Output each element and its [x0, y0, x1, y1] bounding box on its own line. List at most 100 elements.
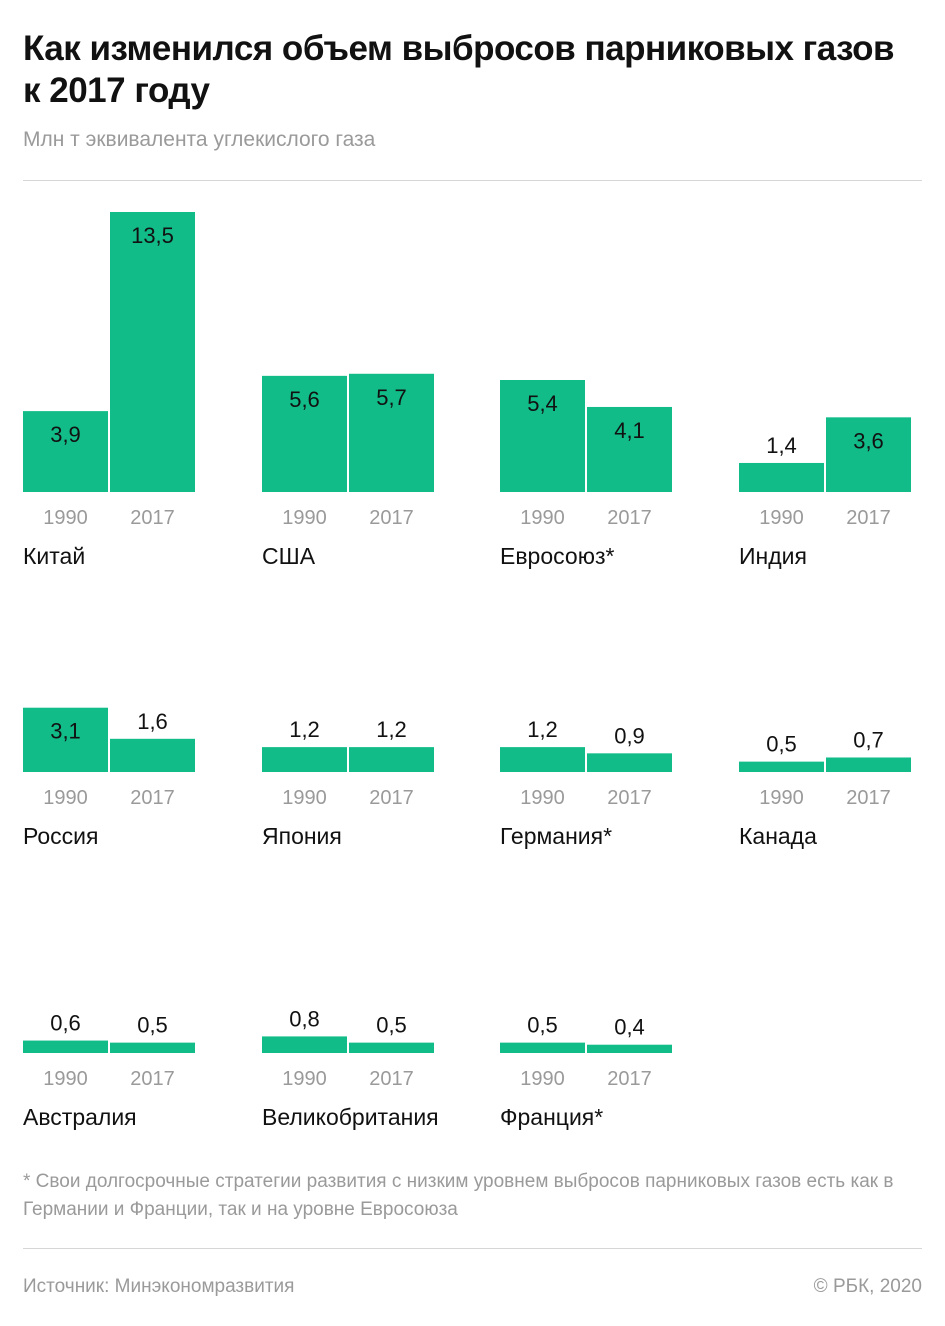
footnote: * Свои долгосрочные стратегии развития с…	[23, 1171, 894, 1220]
year-tick-label: 2017	[369, 1068, 414, 1090]
country-label: Австралия	[23, 1104, 137, 1130]
year-tick-label: 1990	[759, 787, 804, 809]
data-label: 0,5	[766, 732, 797, 757]
bar	[500, 380, 585, 492]
data-label: 0,5	[376, 1013, 407, 1038]
country-panel: 5,6 1990 5,7 2017 США	[262, 192, 492, 572]
country-label: США	[262, 543, 316, 569]
bar	[23, 707, 108, 772]
data-label: 1,4	[766, 433, 797, 458]
year-tick-label: 1990	[43, 507, 88, 529]
country-panel: 1,2 1990 1,2 2017 Япония	[262, 472, 492, 852]
data-label: 3,9	[50, 422, 81, 447]
bar-chart: 5,4 1990 4,1 2017	[500, 380, 672, 529]
country-label: Франция*	[500, 1104, 604, 1130]
bar	[262, 1036, 347, 1053]
country-label: Россия	[23, 823, 99, 849]
data-label: 5,7	[376, 385, 407, 410]
year-tick-label: 2017	[607, 1068, 652, 1090]
bar-chart: 5,6 1990 5,7 2017	[262, 373, 434, 529]
year-tick-label: 1990	[282, 507, 327, 529]
bar	[826, 757, 911, 772]
bar	[349, 1042, 434, 1053]
data-label: 1,2	[289, 717, 320, 742]
data-label: 0,6	[50, 1011, 81, 1036]
country-label: Индия	[739, 543, 807, 569]
year-tick-label: 1990	[282, 1068, 327, 1090]
year-tick-label: 2017	[369, 507, 414, 529]
bar-chart: 1,2 1990 0,9 2017	[500, 717, 672, 809]
year-tick-label: 1990	[520, 1068, 565, 1090]
bar	[262, 747, 347, 772]
country-label: Канада	[739, 823, 817, 849]
country-panel: 0,8 1990 0,5 2017 Великобритания	[262, 753, 492, 1133]
country-panel: 3,1 1990 1,6 2017 Россия	[23, 472, 253, 852]
year-tick-label: 2017	[369, 787, 414, 809]
data-label: 5,6	[289, 387, 320, 412]
country-label: Китай	[23, 543, 86, 569]
country-panel: 1,2 1990 0,9 2017 Германия*	[500, 472, 730, 852]
data-label: 0,8	[289, 1006, 320, 1031]
chart-subtitle: Млн т эквивалента углекислого газа	[23, 128, 376, 151]
country-label: Германия*	[500, 823, 613, 849]
data-label: 3,6	[853, 428, 884, 453]
year-tick-label: 2017	[607, 787, 652, 809]
source-note: Источник: Минэкономразвития	[23, 1276, 295, 1297]
data-label: 3,1	[50, 719, 81, 744]
country-label: Великобритания	[262, 1104, 439, 1130]
bar	[23, 411, 108, 492]
bar-chart: 0,5 1990 0,4 2017	[500, 1013, 672, 1090]
bar	[110, 1042, 195, 1053]
data-label: 0,4	[614, 1015, 645, 1040]
data-label: 0,5	[137, 1013, 168, 1038]
bar-chart: 3,9 1990 13,5 2017	[23, 212, 195, 529]
country-label: Евросоюз*	[500, 543, 615, 569]
year-tick-label: 1990	[520, 507, 565, 529]
bar-chart: 0,6 1990 0,5 2017	[23, 1011, 195, 1090]
data-label: 1,2	[376, 717, 407, 742]
bottom-divider	[23, 1248, 922, 1249]
bar	[23, 1040, 108, 1053]
year-tick-label: 2017	[846, 787, 891, 809]
data-label: 0,7	[853, 727, 884, 752]
country-panel: 1,4 1990 3,6 2017 Индия	[739, 192, 945, 572]
year-tick-label: 1990	[520, 787, 565, 809]
top-divider	[23, 180, 922, 181]
country-panel: 0,6 1990 0,5 2017 Австралия	[23, 753, 253, 1133]
bar	[587, 753, 672, 772]
year-tick-label: 2017	[846, 507, 891, 529]
bar	[262, 375, 347, 492]
year-tick-label: 2017	[130, 1068, 175, 1090]
data-label: 1,6	[137, 709, 168, 734]
bar-chart: 0,5 1990 0,7 2017	[739, 727, 911, 809]
data-label: 5,4	[527, 391, 558, 416]
country-panel: 3,9 1990 13,5 2017 Китай	[23, 192, 253, 572]
bar	[739, 462, 824, 492]
year-tick-label: 2017	[130, 507, 175, 529]
bar	[110, 212, 195, 492]
data-label: 13,5	[131, 223, 174, 248]
data-label: 1,2	[527, 717, 558, 742]
data-label: 0,9	[614, 723, 645, 748]
year-tick-label: 1990	[282, 787, 327, 809]
country-label: Япония	[262, 823, 342, 849]
copyright-note: © РБК, 2020	[813, 1276, 922, 1297]
country-panel: 5,4 1990 4,1 2017 Евросоюз*	[500, 192, 730, 572]
year-tick-label: 2017	[130, 787, 175, 809]
bar	[587, 1044, 672, 1053]
year-tick-label: 1990	[43, 787, 88, 809]
bar-chart: 0,8 1990 0,5 2017	[262, 1006, 434, 1090]
bar-chart: 1,4 1990 3,6 2017	[739, 417, 911, 529]
year-tick-label: 1990	[43, 1068, 88, 1090]
bar	[739, 761, 824, 772]
data-label: 4,1	[614, 418, 645, 443]
country-panel: 0,5 1990 0,4 2017 Франция*	[500, 753, 730, 1133]
bar	[500, 1042, 585, 1053]
bar-chart: 3,1 1990 1,6 2017	[23, 707, 195, 809]
bar	[349, 747, 434, 772]
country-panel: 0,5 1990 0,7 2017 Канада	[739, 472, 945, 852]
bar	[110, 738, 195, 772]
bar	[826, 417, 911, 492]
bar-chart: 1,2 1990 1,2 2017	[262, 717, 434, 809]
bar	[349, 373, 434, 492]
